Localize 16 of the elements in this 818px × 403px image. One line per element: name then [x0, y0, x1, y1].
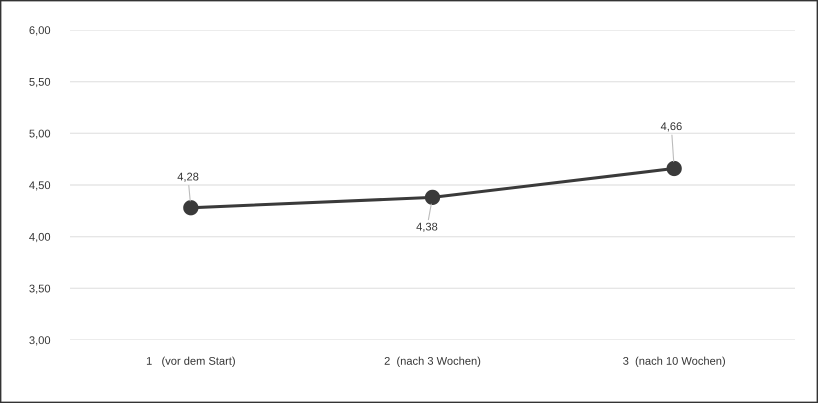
data-label: 4,38: [416, 222, 438, 232]
x-tick-label: 3 (nach 10 Wochen): [623, 356, 725, 368]
y-tick-label: 6,00: [29, 26, 50, 36]
data-label: 4,66: [660, 122, 682, 132]
x-tick-label: 2 (nach 3 Wochen): [384, 356, 480, 368]
point: [666, 160, 682, 176]
x-tick-label: 1 (vor dem Start): [146, 356, 235, 368]
point: [424, 190, 440, 206]
y-tick-label: 5,00: [29, 130, 50, 139]
data-label: 4,28: [178, 172, 198, 182]
y-tick-label: 4,00: [29, 232, 50, 242]
y-tick-label: 3,00: [29, 336, 50, 346]
y-tick-label: 3,50: [29, 284, 50, 294]
y-tick-label: 5,50: [29, 78, 50, 88]
y-tick-label: 4,50: [29, 181, 50, 190]
point: [183, 200, 198, 216]
